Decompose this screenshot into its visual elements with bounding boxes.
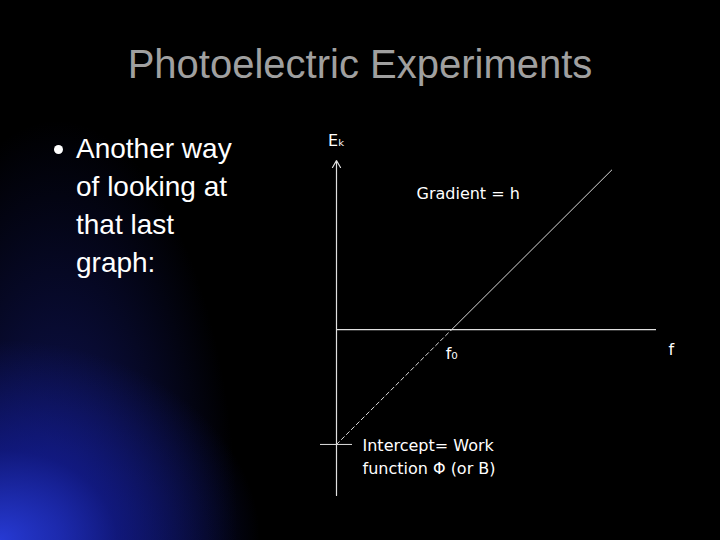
html-text:Another way of looking at that: Another way of looking at that last grap… — [76, 133, 232, 278]
html-text:Photoelectric Experiments: Photoelectric Experiments — [127, 42, 593, 86]
svg-text:Eₖ: Eₖ — [328, 131, 345, 150]
svg-text:Gradient = h: Gradient = h — [417, 184, 520, 203]
svg-text:Intercept= Workfunction Φ (or: Intercept= Workfunction Φ (or B) — [363, 436, 496, 478]
svg-text:f₀: f₀ — [446, 344, 458, 363]
svg-text:f: f — [669, 340, 675, 359]
